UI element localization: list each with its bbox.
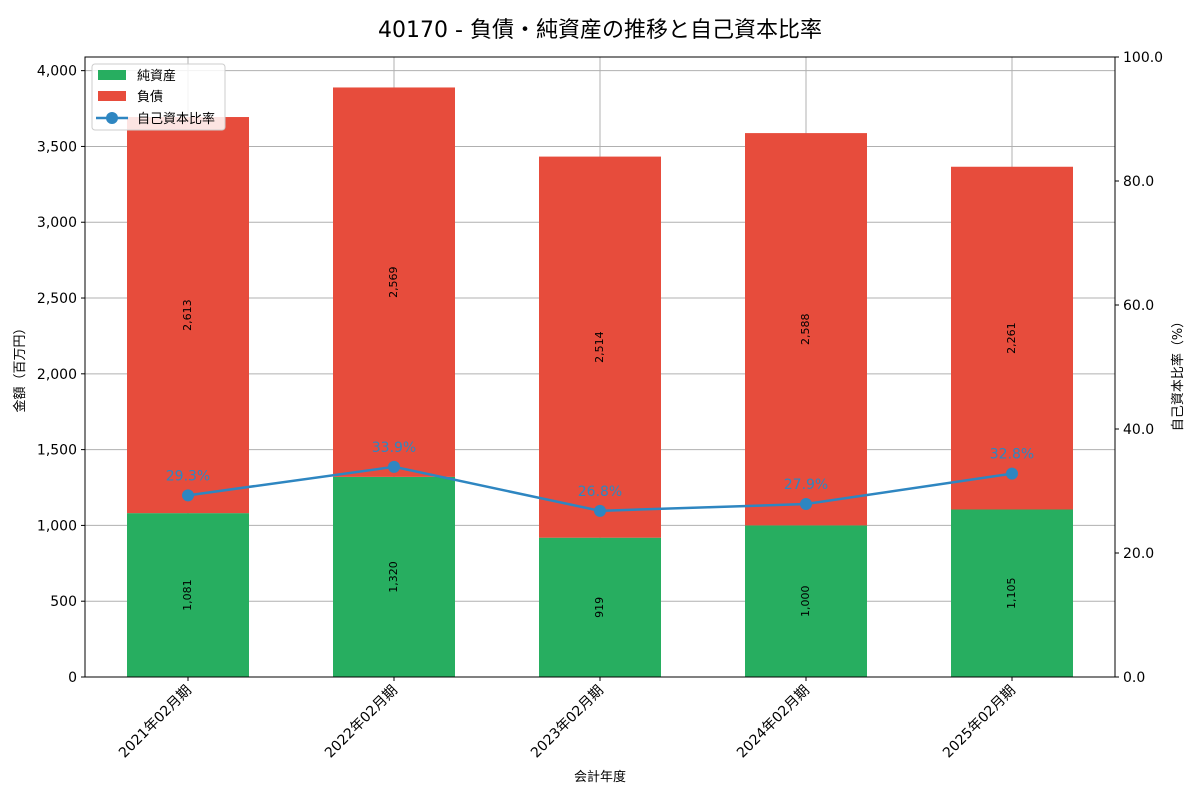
svg-text:1,000: 1,000 [37, 518, 77, 534]
svg-text:500: 500 [50, 594, 77, 610]
svg-text:60.0: 60.0 [1123, 298, 1154, 314]
bar-liabilities [539, 156, 661, 538]
svg-text:2024年02月期: 2024年02月期 [734, 683, 813, 762]
svg-text:4,000: 4,000 [37, 64, 77, 80]
bar-liabilities [127, 117, 249, 514]
svg-text:20.0: 20.0 [1123, 546, 1154, 562]
bar-value-label: 2,514 [593, 331, 606, 363]
bar-liabilities [333, 87, 455, 477]
bar-value-label: 1,000 [799, 585, 812, 617]
legend-swatch-liabilities [98, 91, 126, 101]
ratio-label: 29.3% [166, 468, 210, 484]
bars: 1,081 2,613 1,320 2,569 919 2,514 1,000 2,588 1,… [127, 87, 1073, 677]
bar-net-assets [745, 525, 867, 677]
y-axis-right-label: 自己資本比率（%） [1170, 315, 1186, 431]
svg-text:100.0: 100.0 [1123, 50, 1163, 66]
bar-net-assets [951, 509, 1073, 677]
y-axis-left: 0 500 1,000 1,500 2,000 2,500 3,000 3,500 4,000 [37, 64, 85, 686]
bar-value-label: 1,320 [387, 561, 400, 593]
chart-title: 40170 - 負債・純資産の推移と自己資本比率 [378, 18, 822, 43]
ratio-line: 29.3% 33.9% 26.8% 27.9% 32.8% [166, 440, 1034, 517]
svg-text:2023年02月期: 2023年02月期 [528, 683, 607, 762]
bar-net-assets [127, 513, 249, 677]
legend-label: 負債 [137, 90, 163, 105]
legend-label: 純資産 [137, 68, 176, 84]
ratio-marker [1006, 467, 1018, 480]
bar-value-label: 1,081 [181, 579, 194, 611]
bar-value-label: 1,105 [1005, 577, 1018, 609]
ratio-marker [800, 498, 812, 511]
svg-text:40.0: 40.0 [1123, 422, 1154, 438]
legend-swatch-net-assets [98, 70, 126, 80]
svg-text:2022年02月期: 2022年02月期 [322, 683, 401, 762]
svg-text:2,500: 2,500 [37, 291, 77, 307]
ratio-marker [182, 489, 194, 502]
legend-marker-ratio [106, 112, 118, 124]
bar-liabilities [951, 166, 1073, 510]
ratio-marker [388, 460, 400, 473]
x-axis: 2021年02月期 2022年02月期 2023年02月期 2024年02月期 2025… [116, 677, 1019, 761]
svg-text:0: 0 [68, 670, 77, 686]
y-axis-left-label: 金額（百万円） [12, 321, 28, 412]
ratio-label: 26.8% [578, 484, 622, 500]
svg-text:2,000: 2,000 [37, 367, 77, 383]
ratio-label: 32.8% [990, 447, 1034, 463]
bar-value-label: 2,613 [181, 299, 194, 331]
bar-value-label: 2,588 [799, 314, 812, 346]
ratio-label: 33.9% [372, 440, 416, 456]
svg-text:2025年02月期: 2025年02月期 [940, 683, 1019, 762]
legend-label: 自己資本比率 [137, 111, 215, 127]
x-axis-label: 会計年度 [574, 769, 626, 785]
svg-text:2021年02月期: 2021年02月期 [116, 683, 195, 762]
bar-net-assets [539, 537, 661, 677]
ratio-marker [594, 504, 606, 517]
svg-text:80.0: 80.0 [1123, 174, 1154, 190]
bar-net-assets [333, 476, 455, 677]
ratio-label: 27.9% [784, 477, 828, 493]
bar-liabilities [745, 133, 867, 526]
bar-value-label: 2,261 [1005, 322, 1018, 354]
y-axis-right: 0.0 20.0 40.0 60.0 80.0 100.0 [1115, 50, 1163, 686]
svg-text:3,000: 3,000 [37, 215, 77, 231]
svg-text:3,500: 3,500 [37, 139, 77, 155]
bar-value-label: 919 [593, 597, 606, 618]
bar-value-label: 2,569 [387, 266, 400, 298]
svg-text:1,500: 1,500 [37, 443, 77, 459]
svg-text:0.0: 0.0 [1123, 670, 1145, 686]
